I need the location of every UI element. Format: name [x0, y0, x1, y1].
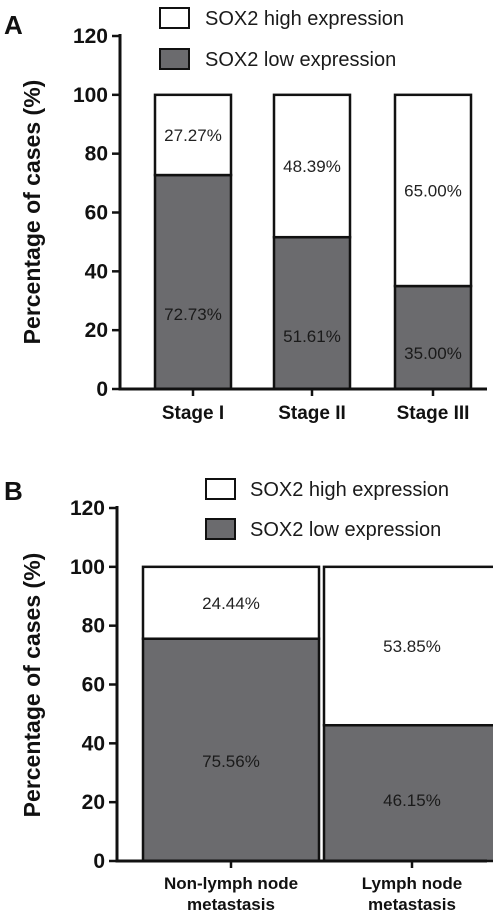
y-tick-label-100: 100: [73, 84, 108, 107]
y-tick-label-80: 80: [82, 615, 105, 638]
y-tick-label-20: 20: [85, 319, 108, 342]
bar-low-2: [272, 235, 352, 391]
panel-a: A SOX2 high expression SOX2 low expression…: [4, 7, 487, 424]
y-tick-label-20: 20: [82, 791, 105, 814]
bar-high-2: [272, 93, 352, 239]
bar-high-1: [141, 565, 321, 640]
bar-low-1: [141, 637, 321, 863]
y-tick-label-120: 120: [70, 497, 105, 520]
bar-high-3: [393, 93, 473, 288]
panel-b: B SOX2 high expression SOX2 low expression…: [4, 476, 493, 914]
panel-letter: B: [4, 476, 23, 506]
bar-low-1: [153, 173, 233, 391]
y-tick-label-40: 40: [85, 260, 108, 283]
panel-letter: A: [4, 10, 23, 40]
data-label-high-1: 24.44%: [202, 594, 260, 613]
x-tick-label-1: Stage I: [162, 403, 224, 424]
legend-swatch-low: [159, 48, 190, 70]
data-label-low-2: 46.15%: [383, 791, 441, 810]
data-label-low-1: 72.73%: [164, 305, 222, 324]
x-tick-label-3: Stage III: [397, 403, 470, 424]
legend-label-low: SOX2 low expression: [250, 519, 441, 541]
x-tick-label-2-line-1: Lymph node: [362, 874, 462, 893]
x-tick-label-1-line-2: metastasis: [187, 895, 275, 914]
bar-low-3: [393, 284, 473, 391]
y-tick-label-0: 0: [93, 850, 105, 873]
bar-low-2: [322, 723, 493, 863]
legend-swatch-high: [205, 478, 236, 500]
data-label-low-3: 35.00%: [404, 344, 462, 363]
legend-label-high: SOX2 high expression: [250, 479, 449, 501]
data-label-high-2: 53.85%: [383, 637, 441, 656]
y-tick-label-40: 40: [82, 732, 105, 755]
y-tick-label-60: 60: [85, 202, 108, 225]
y-tick-label-100: 100: [70, 556, 105, 579]
legend-swatch-low: [205, 518, 236, 540]
x-tick-label-2: Stage II: [278, 403, 346, 424]
y-axis-label: Percentage of cases (%): [19, 553, 45, 818]
y-tick-label-120: 120: [73, 25, 108, 48]
x-tick-label-2-line-2: metastasis: [368, 895, 456, 914]
bar-high-2: [322, 565, 493, 727]
legend-swatch-high: [159, 7, 190, 29]
data-label-low-2: 51.61%: [283, 327, 341, 346]
y-tick-label-80: 80: [85, 143, 108, 166]
y-tick-label-60: 60: [82, 674, 105, 697]
legend-label-low: SOX2 low expression: [205, 49, 396, 71]
data-label-low-1: 75.56%: [202, 752, 260, 771]
data-label-high-2: 48.39%: [283, 157, 341, 176]
x-tick-label-1-line-1: Non-lymph node: [164, 874, 298, 893]
y-axis-label: Percentage of cases (%): [19, 80, 45, 345]
legend-label-high: SOX2 high expression: [205, 8, 404, 30]
bar-high-1: [153, 93, 233, 177]
y-tick-label-0: 0: [96, 378, 108, 401]
data-label-high-3: 65.00%: [404, 181, 462, 200]
data-label-high-1: 27.27%: [164, 126, 222, 145]
